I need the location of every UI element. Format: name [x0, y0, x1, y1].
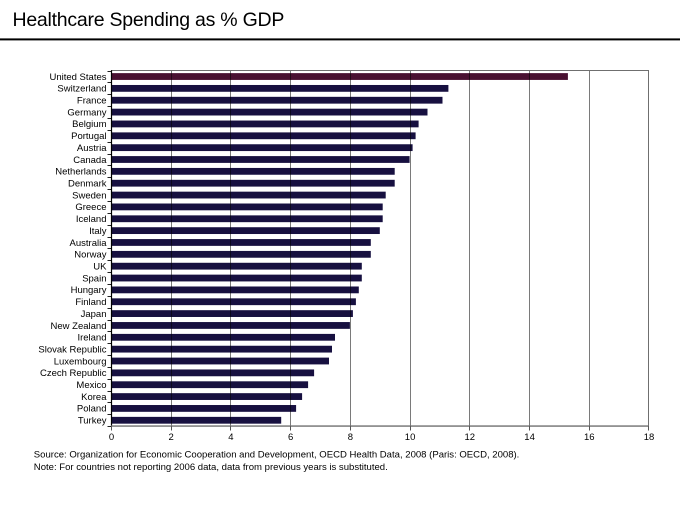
svg-text:United States: United States: [49, 72, 106, 83]
svg-text:Source: Organization for Econo: Source: Organization for Economic Cooper…: [34, 450, 520, 461]
svg-text:10: 10: [405, 432, 416, 443]
svg-text:Netherlands: Netherlands: [55, 167, 106, 178]
svg-text:8: 8: [348, 432, 353, 443]
svg-text:Sweden: Sweden: [72, 190, 106, 201]
svg-text:Luxembourg: Luxembourg: [54, 356, 107, 367]
svg-text:Note: For countries not report: Note: For countries not reporting 2006 d…: [34, 462, 388, 473]
svg-text:14: 14: [524, 432, 535, 443]
svg-text:Germany: Germany: [67, 107, 106, 118]
svg-text:12: 12: [465, 432, 476, 443]
svg-text:Spain: Spain: [82, 273, 106, 284]
svg-text:France: France: [77, 96, 107, 107]
svg-text:Hungary: Hungary: [71, 285, 107, 296]
svg-text:Mexico: Mexico: [76, 380, 106, 391]
svg-text:Poland: Poland: [77, 404, 107, 415]
svg-text:Turkey: Turkey: [78, 416, 107, 427]
svg-text:New Zealand: New Zealand: [51, 321, 107, 332]
svg-text:Japan: Japan: [81, 309, 107, 320]
svg-text:Portugal: Portugal: [71, 131, 106, 142]
svg-text:Korea: Korea: [81, 392, 107, 403]
svg-text:6: 6: [288, 432, 293, 443]
svg-text:Healthcare Spending as % GDP: Healthcare Spending as % GDP: [13, 9, 285, 31]
svg-text:Denmark: Denmark: [68, 179, 107, 190]
svg-text:Iceland: Iceland: [76, 214, 107, 225]
svg-text:Canada: Canada: [73, 155, 107, 166]
svg-text:Australia: Australia: [70, 238, 108, 249]
svg-text:Slovak Republic: Slovak Republic: [38, 344, 106, 355]
svg-text:Ireland: Ireland: [77, 333, 106, 344]
svg-text:Switzerland: Switzerland: [57, 84, 106, 95]
svg-text:2: 2: [169, 432, 174, 443]
svg-text:18: 18: [644, 432, 655, 443]
svg-text:0: 0: [109, 432, 114, 443]
svg-text:UK: UK: [93, 261, 107, 272]
svg-text:Belgium: Belgium: [72, 119, 106, 130]
svg-text:Czech Republic: Czech Republic: [40, 368, 107, 379]
svg-text:Finland: Finland: [75, 297, 106, 308]
svg-text:16: 16: [584, 432, 595, 443]
svg-text:Austria: Austria: [77, 143, 107, 154]
svg-text:Norway: Norway: [74, 250, 106, 261]
svg-text:4: 4: [228, 432, 233, 443]
svg-text:Greece: Greece: [75, 202, 106, 213]
svg-text:Italy: Italy: [89, 226, 107, 237]
